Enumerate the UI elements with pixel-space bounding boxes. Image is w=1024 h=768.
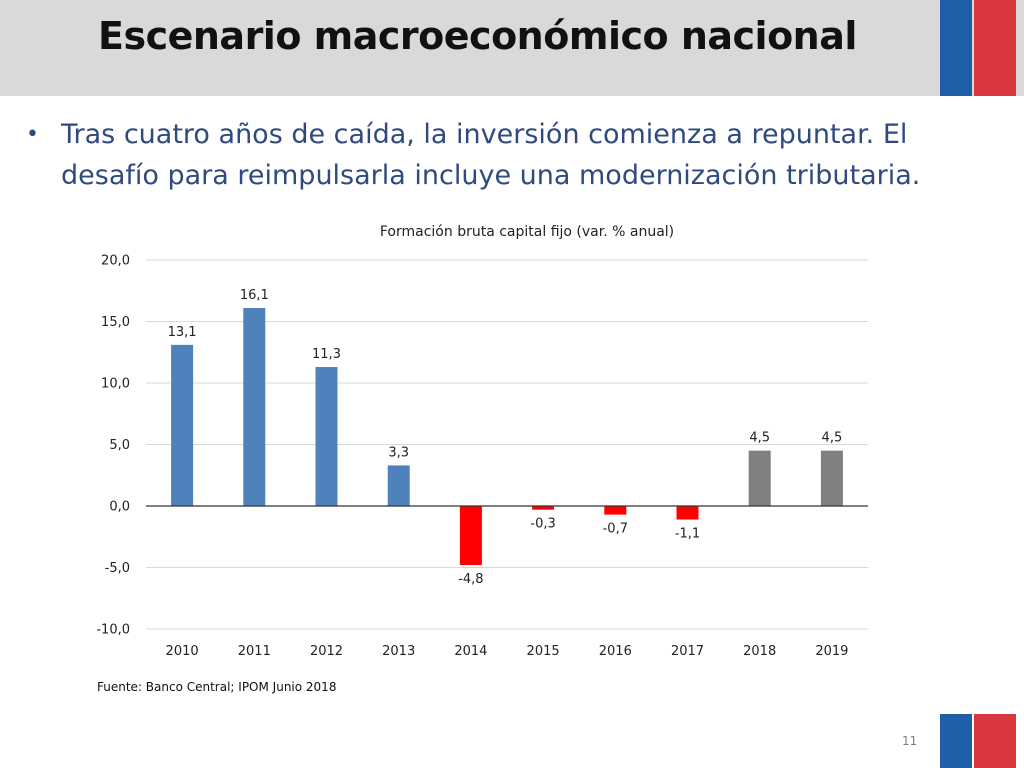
source-note: Fuente: Banco Central; IPOM Junio 2018 [97,680,337,694]
value-label: -0,7 [603,522,628,537]
flag-red-stripe [974,714,1016,768]
x-tick-label: 2016 [599,644,632,659]
x-tick-label: 2014 [454,644,487,659]
bar-2010 [171,344,194,506]
page-number: 11 [902,734,918,748]
y-tick-label: -10,0 [96,623,130,638]
flag-blue-stripe [940,714,972,768]
chart-title: Formación bruta capital fijo (var. % anu… [380,224,674,240]
bar-2013 [387,465,410,506]
bar-2016 [604,506,627,515]
value-label: 11,3 [312,347,341,362]
value-label: 4,5 [749,431,770,446]
value-label: -4,8 [458,572,483,587]
x-tick-label: 2011 [238,644,271,659]
value-label: -0,3 [530,517,555,532]
bar-2015 [532,506,555,510]
bar-2011 [243,307,266,506]
y-tick-label: 10,0 [101,377,130,392]
x-tick-label: 2010 [166,644,199,659]
bar-2012 [315,367,338,506]
flag-blue-stripe [940,0,972,96]
y-tick-label: 5,0 [109,438,130,453]
flag-red-stripe [974,0,1016,96]
bar-2014 [459,506,482,566]
y-tick-label: 0,0 [109,500,130,515]
slide-header: Escenario macroeconómico nacional [0,0,1024,96]
bar-2018 [748,450,771,506]
y-tick-label: 15,0 [101,315,130,330]
value-label: 16,1 [240,288,269,303]
x-tick-label: 2017 [671,644,704,659]
slide-title: Escenario macroeconómico nacional [98,14,857,58]
x-tick-label: 2018 [743,644,776,659]
value-label: 13,1 [168,325,197,340]
x-tick-label: 2013 [382,644,415,659]
flag-decoration-top [940,0,1016,96]
y-tick-label: 20,0 [101,254,130,269]
bullet-text: Tras cuatro años de caída, la inversión … [61,119,921,191]
bar-2017 [676,506,699,520]
bullet-dot-icon: • [26,122,39,147]
x-tick-label: 2019 [815,644,848,659]
y-tick-label: -5,0 [105,561,130,576]
value-label: 4,5 [822,431,843,446]
x-tick-label: 2012 [310,644,343,659]
value-label: -1,1 [675,527,700,542]
value-label: 3,3 [388,445,409,460]
x-tick-label: 2015 [527,644,560,659]
flag-decoration-bottom [940,714,1016,768]
bar-2019 [820,450,843,506]
